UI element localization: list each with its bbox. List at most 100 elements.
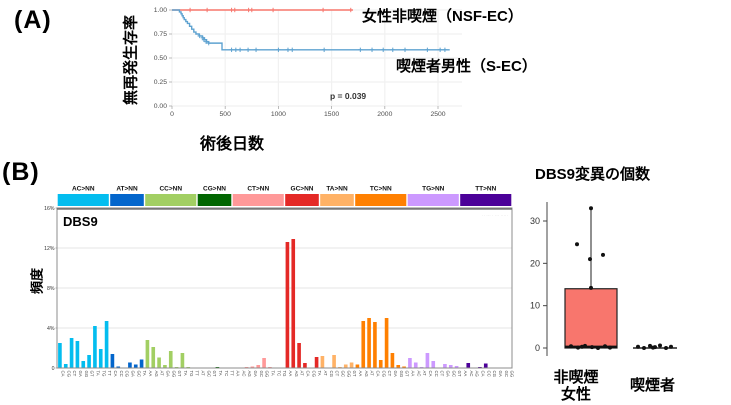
boxplot-xlabel-line1: 非喫煙 [553, 369, 599, 386]
dbs-bar [384, 318, 389, 368]
km-y-axis-label: 無再発生存率 [122, 14, 140, 106]
dbs-bar [332, 355, 336, 368]
km-series-label-smoker-male: 喫煙者男性（S-EC） [396, 58, 537, 75]
dbs-x-tick-label: CA [305, 371, 310, 377]
dbs-group-header-box [407, 194, 459, 206]
dbs-x-tick-label: GT [177, 371, 182, 377]
dbs-y-tick-label: 8% [47, 286, 55, 292]
boxplot-xlabel-line2: 女性 [560, 386, 591, 404]
boxplot-data-point [580, 344, 584, 349]
dbs-bar [425, 353, 430, 368]
dbs-x-tick-label: CG [66, 371, 71, 378]
km-x-tick-label: 1500 [324, 111, 339, 118]
dbs-bar [343, 364, 348, 368]
dbs-x-tick-label: GT [352, 371, 357, 377]
dbs-x-tick-label: GT [405, 371, 410, 377]
dbs-bar [361, 321, 366, 368]
dbs-x-tick-label: TC [224, 371, 229, 377]
boxplot-data-point [569, 344, 573, 349]
dbs-x-tick-label: CC [119, 371, 124, 377]
dbs-group-header-label: AT>NN [116, 186, 138, 193]
dbs-x-tick-label: CA [375, 371, 380, 377]
dbs-faint-stats-text: ·· ··· · ··· ····· [482, 213, 508, 218]
dbs-x-tick-label: TG [282, 371, 287, 378]
panel-a-label: (A) [14, 6, 52, 34]
dbs-bar [87, 355, 91, 368]
dbs-x-tick-label: AA [235, 371, 240, 377]
dbs-x-tick-label: AT [422, 371, 427, 377]
dbs-x-tick-label: CA [113, 371, 118, 377]
dbs-bar [63, 364, 68, 368]
km-x-tick-label: 2000 [377, 111, 392, 118]
dbs-bar [262, 358, 266, 368]
dbs-x-tick-label: CC [486, 371, 491, 377]
dbs-x-tick-label: GA [445, 371, 450, 377]
km-x-axis-label: 術後日数 [200, 136, 265, 153]
dbs-x-tick-label: CT [335, 371, 340, 377]
dbs-y-tick-label: 12% [44, 246, 55, 252]
boxplot-y-tick-label: 20 [530, 258, 540, 268]
boxplot-y-tick-label: 0 [535, 343, 540, 353]
dbs-x-tick-label: TT [230, 371, 235, 377]
dbs-x-tick-label: GT [212, 371, 217, 377]
dbs-bar [466, 363, 471, 368]
dbs-bar [93, 326, 97, 368]
dbs-x-tick-label: CT [72, 371, 77, 377]
dbs-x-tick-label: AT [323, 371, 328, 377]
dbs-x-tick-label: GA [498, 371, 503, 377]
dbs-x-tick-label: AC [241, 371, 246, 377]
dbs-bar [128, 362, 132, 368]
dbs-bar [390, 353, 395, 368]
dbs-x-tick-label: GG [510, 371, 515, 378]
dbs-x-tick-label: AG [364, 371, 369, 378]
dbs-x-tick-label: GC [451, 371, 456, 377]
dbs-bar [256, 365, 261, 368]
boxplot-data-point [590, 345, 594, 350]
dbs-x-tick-label: AA [288, 371, 293, 377]
dbs-x-tick-label: CT [387, 371, 392, 377]
boxplot-data-point [588, 257, 592, 262]
dbs-group-header-label: TA>NN [326, 186, 348, 193]
dbs-x-tick-label: AT [160, 371, 165, 377]
panel-b-label: (B) [2, 158, 40, 186]
dbs-x-tick-label: GA [78, 371, 83, 377]
boxplot-y-tick-label: 10 [530, 301, 540, 311]
dbs-x-tick-label: TA [218, 371, 223, 376]
dbs-x-tick-label: GC [340, 371, 345, 377]
dbs-x-tick-label: AC [416, 371, 421, 377]
boxplot-xlabel-nonsmoker-female: 非喫煙 女性 [538, 369, 614, 404]
dbs-bar [483, 363, 488, 368]
km-y-tick-label: 0.50 [154, 55, 167, 62]
dbs-bar [168, 351, 173, 368]
dbs-x-tick-label: GG [171, 371, 176, 378]
km-curve-smoker-male [172, 9, 450, 51]
boxplot-data-point [583, 343, 587, 348]
dbs-x-tick-label: AG [475, 371, 480, 378]
dbs-bar [431, 361, 436, 368]
dbs-group-header-label: AC>NN [72, 186, 95, 193]
dbs-group-header-box [197, 194, 232, 206]
dbs-bar [443, 364, 447, 368]
boxplot-data-point [664, 346, 668, 350]
dbs-x-tick-label: GC [206, 371, 211, 377]
dbs-bar [367, 318, 371, 368]
dbs-y-tick-label: 4% [47, 326, 55, 332]
dbs-bar [75, 341, 80, 368]
dbs-bar [69, 338, 74, 368]
dbs-bar [408, 358, 412, 368]
dbs-bar [378, 360, 383, 368]
boxplot-data-point [636, 344, 640, 349]
km-series-label-nonsmoker-female: 女性非喫煙（NSF-EC） [362, 8, 523, 25]
dbs-group-header-label: GC>NN [291, 186, 314, 193]
dbs-x-tick-label: AC [469, 371, 474, 377]
dbs-x-tick-label: GG [84, 371, 89, 378]
dbs-group-header-box [145, 194, 197, 206]
dbs-bar [110, 354, 115, 368]
km-x-tick-label: 1000 [271, 111, 286, 118]
dbs-x-tick-label: CC [434, 371, 439, 377]
dbs-x-tick-label: AG [154, 371, 159, 378]
dbs-bar [413, 362, 418, 368]
dbs-group-header-label: TT>NN [475, 186, 496, 193]
dbs-y-tick-label: 16% [44, 206, 55, 212]
